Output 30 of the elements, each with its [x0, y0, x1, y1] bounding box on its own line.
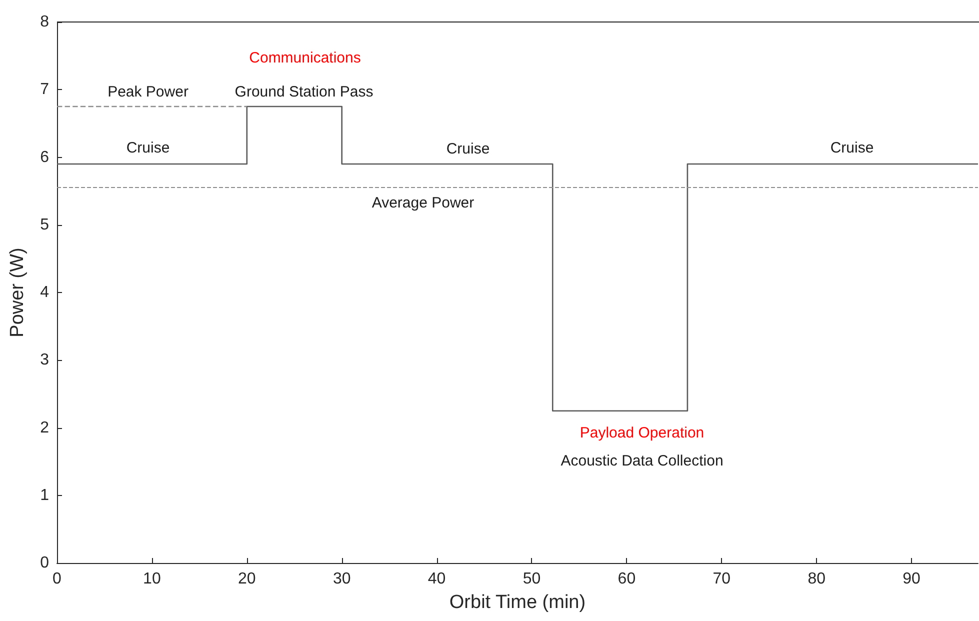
annotation: Payload Operation	[580, 424, 704, 442]
y-tick-label: 1	[40, 486, 50, 504]
x-tick-label: 80	[808, 570, 826, 588]
y-tick-label: 5	[40, 216, 50, 234]
annotation: Communications	[249, 50, 361, 66]
x-tick-label: 50	[522, 570, 541, 588]
y-tick-label: 7	[40, 81, 50, 98]
y-axis-title: Power (W)	[7, 248, 28, 338]
x-tick-label: 0	[52, 570, 62, 588]
x-tick-label: 20	[238, 570, 256, 588]
annotation: Ground Station Pass	[234, 84, 374, 100]
annotation: Cruise	[126, 140, 170, 156]
annotation: Acoustic Data Collection	[560, 452, 724, 470]
x-tick-label: 10	[143, 570, 161, 588]
annotation: Cruise	[446, 140, 490, 158]
y-tick-label: 0	[40, 554, 50, 572]
y-tick-label: 6	[40, 148, 50, 166]
x-tick-label: 70	[712, 570, 731, 588]
annotation: Peak Power	[108, 84, 188, 100]
x-tick-label: 30	[332, 570, 351, 588]
annotation: Average Power	[372, 194, 474, 212]
x-tick-label: 90	[902, 570, 921, 588]
y-tick-label: 2	[40, 419, 50, 436]
annotation: Cruise	[830, 140, 874, 156]
y-tick-label: 3	[40, 352, 50, 369]
y-tick-label: 8	[40, 14, 50, 30]
y-tick-label: 4	[40, 284, 50, 301]
x-tick-label: 60	[618, 570, 636, 588]
x-tick-label: 40	[428, 570, 446, 588]
x-axis-title: Orbit Time (min)	[449, 592, 586, 613]
